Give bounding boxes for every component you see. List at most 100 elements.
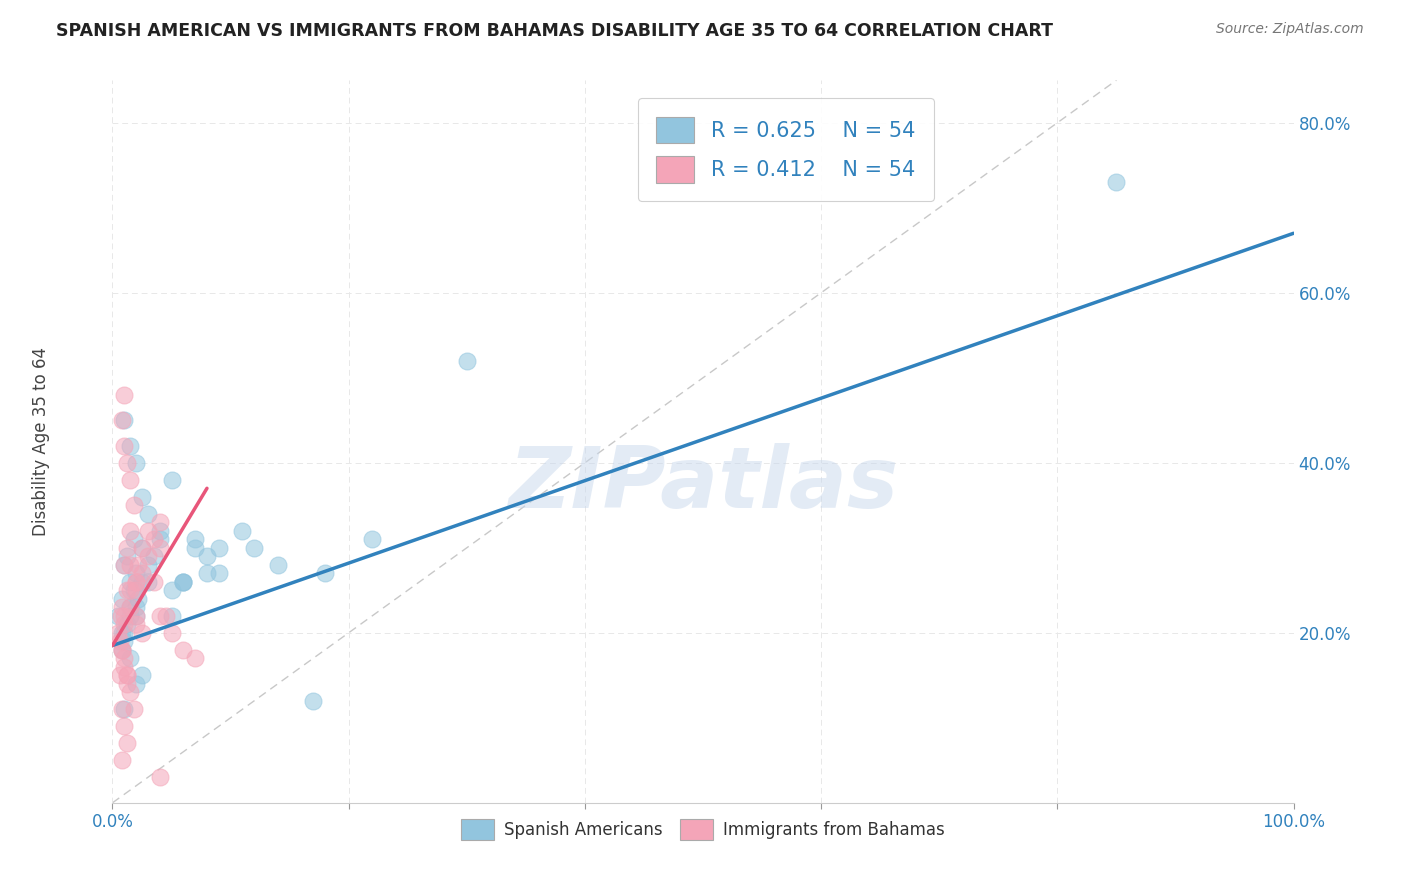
Point bbox=[115, 668, 138, 682]
Point bbox=[120, 473, 142, 487]
Point bbox=[149, 516, 172, 530]
Point bbox=[172, 574, 194, 589]
Point bbox=[131, 541, 153, 555]
Point bbox=[120, 524, 142, 538]
Point bbox=[172, 574, 194, 589]
Point bbox=[120, 600, 142, 615]
Point bbox=[184, 533, 207, 547]
Point bbox=[115, 736, 138, 750]
Point bbox=[149, 524, 172, 538]
Point bbox=[231, 524, 253, 538]
Point bbox=[142, 533, 165, 547]
Point bbox=[160, 583, 183, 598]
Point bbox=[112, 558, 135, 572]
Point bbox=[120, 558, 142, 572]
Point bbox=[131, 541, 153, 555]
Point bbox=[115, 541, 138, 555]
Point bbox=[112, 439, 135, 453]
Point bbox=[111, 642, 134, 657]
Point bbox=[149, 608, 172, 623]
Point bbox=[160, 625, 183, 640]
Point bbox=[108, 668, 131, 682]
Point bbox=[111, 702, 134, 716]
Point bbox=[115, 583, 138, 598]
Point bbox=[115, 549, 138, 564]
Point bbox=[125, 456, 148, 470]
Point bbox=[122, 498, 145, 512]
Point bbox=[111, 625, 134, 640]
Point bbox=[302, 694, 325, 708]
Point bbox=[125, 677, 148, 691]
Point bbox=[111, 591, 134, 606]
Point bbox=[120, 685, 142, 699]
Y-axis label: Disability Age 35 to 64: Disability Age 35 to 64 bbox=[32, 347, 51, 536]
Point bbox=[136, 549, 159, 564]
Point bbox=[112, 719, 135, 733]
Point bbox=[122, 533, 145, 547]
Point bbox=[111, 413, 134, 427]
Point bbox=[195, 549, 218, 564]
Point bbox=[112, 413, 135, 427]
Point bbox=[267, 558, 290, 572]
Point bbox=[107, 625, 129, 640]
Point bbox=[155, 608, 177, 623]
Point bbox=[125, 566, 148, 581]
Legend: Spanish Americans, Immigrants from Bahamas: Spanish Americans, Immigrants from Baham… bbox=[454, 813, 952, 847]
Point bbox=[184, 651, 207, 665]
Point bbox=[115, 677, 138, 691]
Point bbox=[120, 574, 142, 589]
Point bbox=[136, 574, 159, 589]
Point bbox=[122, 702, 145, 716]
Point bbox=[127, 591, 149, 606]
Point bbox=[120, 600, 142, 615]
Point bbox=[115, 668, 138, 682]
Point bbox=[112, 625, 135, 640]
Point bbox=[131, 566, 153, 581]
Point bbox=[131, 625, 153, 640]
Point bbox=[115, 456, 138, 470]
Point bbox=[142, 574, 165, 589]
Point bbox=[110, 608, 132, 623]
Point bbox=[149, 533, 172, 547]
Point bbox=[112, 617, 135, 632]
Point bbox=[136, 524, 159, 538]
Point bbox=[131, 668, 153, 682]
Point bbox=[120, 651, 142, 665]
Point bbox=[243, 541, 266, 555]
Point bbox=[136, 558, 159, 572]
Point bbox=[108, 634, 131, 648]
Point bbox=[112, 660, 135, 674]
Point bbox=[208, 541, 231, 555]
Point bbox=[160, 473, 183, 487]
Point bbox=[149, 541, 172, 555]
Point bbox=[131, 574, 153, 589]
Point bbox=[112, 702, 135, 716]
Point bbox=[111, 753, 134, 767]
Point bbox=[125, 574, 148, 589]
Point bbox=[184, 541, 207, 555]
Point bbox=[111, 642, 134, 657]
Point bbox=[112, 651, 135, 665]
Point bbox=[112, 634, 135, 648]
Point bbox=[120, 608, 142, 623]
Point bbox=[361, 533, 384, 547]
Point bbox=[208, 566, 231, 581]
Point bbox=[122, 583, 145, 598]
Point bbox=[172, 574, 194, 589]
Point bbox=[127, 558, 149, 572]
Point bbox=[142, 549, 165, 564]
Point bbox=[195, 566, 218, 581]
Point bbox=[456, 353, 478, 368]
Point bbox=[149, 770, 172, 784]
Point bbox=[125, 608, 148, 623]
Point bbox=[107, 608, 129, 623]
Point bbox=[172, 642, 194, 657]
Point bbox=[112, 388, 135, 402]
Point bbox=[125, 600, 148, 615]
Point bbox=[125, 617, 148, 632]
Point bbox=[125, 608, 148, 623]
Point bbox=[160, 608, 183, 623]
Text: ZIPatlas: ZIPatlas bbox=[508, 443, 898, 526]
Point bbox=[1105, 175, 1128, 189]
Point bbox=[136, 507, 159, 521]
